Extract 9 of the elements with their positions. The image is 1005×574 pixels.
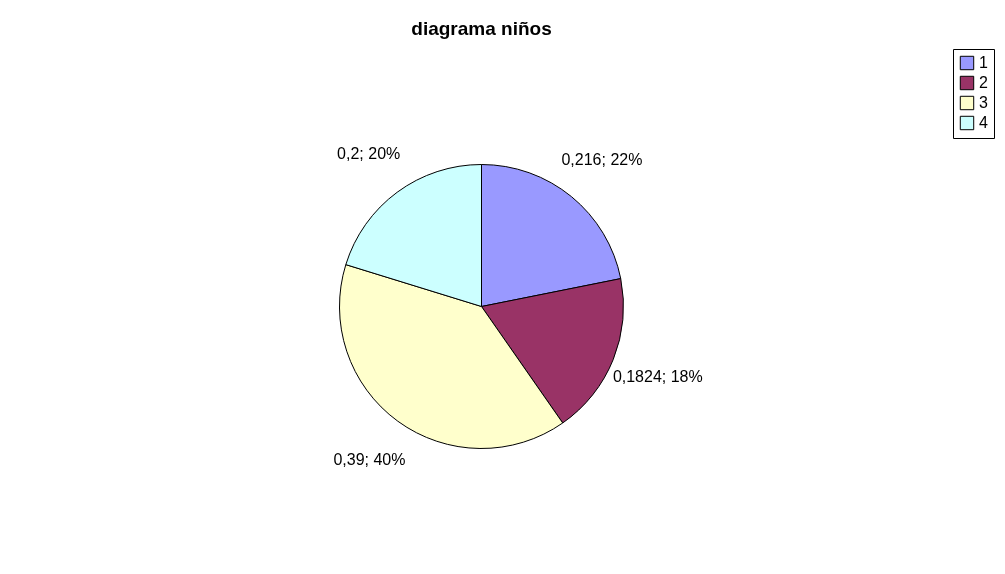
chart-title: diagrama niños (411, 18, 552, 39)
legend-label: 2 (979, 74, 988, 91)
data-label: 0,216; 22% (561, 150, 643, 168)
legend-label: 3 (979, 94, 988, 111)
legend-label: 4 (979, 114, 988, 131)
data-label: 0,1824; 18% (612, 368, 703, 386)
legend-label: 1 (979, 54, 988, 71)
data-label: 0,39; 40% (333, 450, 406, 468)
data-label: 0,2; 20% (337, 144, 401, 162)
